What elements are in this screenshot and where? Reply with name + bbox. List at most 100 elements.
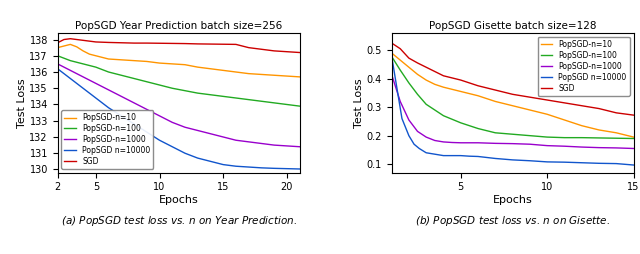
PopSGD n=10000 (168, 145, 176, 148)
SGD (92, 40, 100, 43)
PopSGD-n=100 (296, 105, 303, 108)
PopSGD n=10000 (79, 87, 87, 90)
PopSGD-n=1000 (413, 130, 421, 133)
X-axis label: Epochs: Epochs (159, 195, 198, 205)
PopSGD-n=10 (194, 66, 202, 69)
PopSGD-n=100 (413, 93, 421, 96)
PopSGD n=10000 (156, 139, 163, 142)
Legend: PopSGD-n=10, PopSGD-n=100, PopSGD-n=1000, PopSGD n=10000, SGD: PopSGD-n=10, PopSGD-n=100, PopSGD-n=1000… (61, 110, 154, 169)
PopSGD-n=100 (143, 80, 150, 83)
PopSGD-n=100 (67, 59, 74, 62)
PopSGD-n=1000 (118, 95, 125, 98)
PopSGD n=10000 (630, 164, 637, 167)
SGD (509, 93, 516, 96)
PopSGD-n=1000 (296, 145, 303, 148)
SGD (181, 42, 189, 45)
SGD (296, 51, 303, 54)
SGD (194, 42, 202, 45)
PopSGD n=10000 (410, 143, 418, 146)
PopSGD-n=10 (440, 86, 447, 89)
PopSGD-n=1000 (67, 69, 74, 72)
SGD (526, 96, 534, 99)
PopSGD n=10000 (388, 54, 396, 57)
PopSGD-n=10 (388, 52, 396, 55)
PopSGD n=10000 (612, 162, 620, 165)
PopSGD-n=1000 (448, 141, 456, 144)
PopSGD-n=1000 (105, 88, 113, 91)
PopSGD-n=10 (457, 90, 465, 93)
SGD (118, 41, 125, 44)
PopSGD n=10000 (118, 114, 125, 117)
PopSGD-n=10 (67, 43, 74, 46)
PopSGD-n=1000 (465, 141, 473, 144)
PopSGD-n=10 (92, 54, 100, 57)
PopSGD-n=10 (543, 113, 551, 116)
PopSGD n=10000 (105, 106, 113, 109)
SGD (431, 70, 438, 73)
SGD (561, 101, 568, 104)
PopSGD-n=10 (630, 136, 637, 139)
Line: PopSGD-n=100: PopSGD-n=100 (58, 56, 300, 106)
PopSGD-n=1000 (220, 135, 227, 138)
PopSGD-n=100 (156, 84, 163, 87)
PopSGD n=10000 (465, 155, 473, 158)
PopSGD-n=1000 (561, 145, 568, 148)
PopSGD-n=100 (207, 93, 214, 96)
PopSGD n=10000 (130, 122, 138, 125)
PopSGD-n=1000 (440, 140, 447, 144)
PopSGD-n=1000 (578, 146, 586, 149)
PopSGD-n=1000 (457, 141, 465, 144)
PopSGD-n=1000 (283, 144, 291, 147)
SGD (388, 41, 396, 44)
PopSGD-n=1000 (79, 75, 87, 78)
PopSGD n=10000 (232, 165, 240, 168)
SGD (578, 104, 586, 107)
PopSGD n=10000 (474, 155, 482, 158)
PopSGD n=10000 (526, 159, 534, 162)
PopSGD-n=10 (283, 74, 291, 77)
PopSGD-n=100 (245, 98, 253, 101)
PopSGD-n=10 (509, 104, 516, 107)
PopSGD-n=1000 (526, 143, 534, 146)
SGD (457, 78, 465, 82)
SGD (79, 39, 87, 42)
PopSGD-n=1000 (156, 114, 163, 117)
Text: (a) PopSGD test loss vs. $n$ on Year Prediction.: (a) PopSGD test loss vs. $n$ on Year Pre… (61, 214, 297, 228)
PopSGD-n=100 (181, 89, 189, 92)
SGD (220, 43, 227, 46)
Line: PopSGD-n=10: PopSGD-n=10 (58, 44, 300, 77)
SGD (143, 42, 150, 45)
PopSGD-n=1000 (92, 82, 100, 85)
SGD (422, 66, 430, 69)
PopSGD n=10000 (457, 154, 465, 157)
PopSGD-n=100 (54, 54, 61, 57)
PopSGD n=10000 (595, 162, 603, 165)
PopSGD-n=100 (543, 136, 551, 139)
PopSGD-n=1000 (431, 139, 438, 142)
PopSGD-n=1000 (207, 132, 214, 135)
PopSGD-n=1000 (388, 73, 396, 76)
SGD (257, 48, 265, 51)
PopSGD-n=10 (245, 72, 253, 75)
PopSGD n=10000 (448, 154, 456, 157)
PopSGD-n=1000 (543, 144, 551, 147)
PopSGD-n=10 (526, 108, 534, 112)
PopSGD-n=10 (118, 58, 125, 61)
SGD (130, 42, 138, 45)
SGD (60, 38, 68, 41)
PopSGD-n=10 (612, 131, 620, 134)
PopSGD n=10000 (54, 67, 61, 70)
Line: PopSGD-n=1000: PopSGD-n=1000 (392, 74, 634, 149)
PopSGD n=10000 (283, 167, 291, 170)
PopSGD-n=100 (79, 62, 87, 66)
PopSGD-n=100 (561, 136, 568, 139)
PopSGD-n=1000 (630, 147, 637, 150)
PopSGD n=10000 (257, 166, 265, 169)
PopSGD-n=100 (612, 137, 620, 140)
PopSGD n=10000 (67, 77, 74, 80)
PopSGD-n=1000 (245, 140, 253, 143)
PopSGD-n=100 (474, 127, 482, 130)
PopSGD-n=1000 (492, 142, 499, 145)
PopSGD-n=100 (105, 70, 113, 73)
PopSGD-n=100 (118, 74, 125, 77)
